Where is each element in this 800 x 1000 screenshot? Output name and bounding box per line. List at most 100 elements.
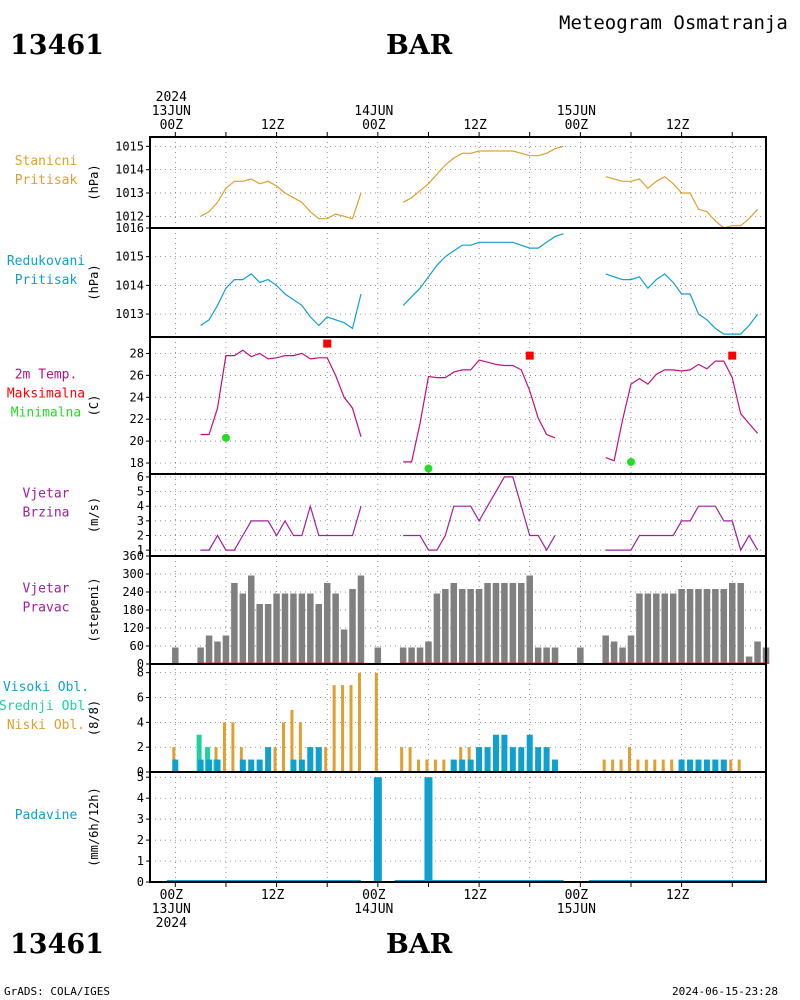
cloud-bar xyxy=(196,734,202,772)
wind-direction-bar xyxy=(315,604,323,664)
wind-direction-bar xyxy=(653,593,660,664)
panel-frame xyxy=(149,473,767,557)
time-label-bottom: 2024 xyxy=(156,916,187,931)
panel-label: 2m Temp. xyxy=(15,368,78,383)
cloud-bar xyxy=(256,759,263,772)
time-label-top: 15JUN xyxy=(557,104,596,119)
panel-label: Srednji Obl. xyxy=(0,699,93,714)
y-tick-label: 8 xyxy=(137,666,144,680)
cloud-bar xyxy=(433,759,437,772)
wind-direction-bar xyxy=(332,593,339,664)
wind-direction-bar xyxy=(239,593,247,664)
tmin-marker xyxy=(626,457,635,466)
cloud-bar xyxy=(602,759,606,772)
time-label-top: 00Z xyxy=(160,118,184,133)
y-tick-label: 1015 xyxy=(115,139,144,153)
y-tick-label: 1 xyxy=(137,543,144,557)
meteogram-title: Meteogram Osmatranja xyxy=(559,12,788,34)
wind-direction-bar xyxy=(619,647,626,664)
cloud-bar xyxy=(509,747,516,772)
wind-direction-bar xyxy=(433,593,441,664)
cloud-bar xyxy=(222,722,226,772)
cloud-bar xyxy=(231,722,235,772)
cloud-bar xyxy=(357,672,361,772)
cloud-bar xyxy=(172,759,179,772)
cloud-bar xyxy=(467,759,474,772)
wind-direction-bar xyxy=(661,593,668,664)
panel-frame xyxy=(149,771,767,883)
wind-direction-bar xyxy=(256,604,263,664)
series-line-segment-1 xyxy=(200,273,362,330)
cloud-bar xyxy=(425,759,429,772)
wind-direction-bar xyxy=(484,583,491,664)
y-tick-label: 120 xyxy=(122,621,144,635)
footer-timestamp: 2024-06-15-23:28 xyxy=(672,985,778,998)
time-label-top: 14JUN xyxy=(354,104,393,119)
y-tick-label: 1014 xyxy=(115,278,144,292)
tmax-marker xyxy=(525,351,534,360)
cloud-bar xyxy=(644,759,648,772)
cloud-bar xyxy=(729,759,733,772)
panel-precipitation: 0 1 2 3 4 5 (mm/6h/12h) Padavine xyxy=(15,770,767,889)
y-tick-label: 240 xyxy=(122,585,144,599)
wind-direction-bar xyxy=(720,589,728,664)
cloud-bar xyxy=(661,759,665,772)
y-tick-label: 1013 xyxy=(115,307,144,321)
y-tick-label: 300 xyxy=(122,567,144,581)
tmax-marker xyxy=(323,339,332,348)
cloud-bar xyxy=(687,759,694,772)
precip-bar xyxy=(424,777,433,882)
wind-direction-bar xyxy=(602,635,609,664)
time-label-top: 12Z xyxy=(463,118,487,133)
tmin-marker xyxy=(221,433,230,442)
cloud-bar xyxy=(273,747,277,772)
cloud-bar xyxy=(290,709,294,772)
series-line-segment-3 xyxy=(605,505,759,552)
y-axis-label: (C) xyxy=(87,395,101,417)
series-line-segment-1 xyxy=(200,349,362,437)
y-tick-label: 18 xyxy=(130,456,144,470)
panel-wind-direction: 0 60 120 180 240 300 360 (stepeni) Vjetar Pravac xyxy=(23,549,770,671)
cloud-bar xyxy=(248,759,255,772)
wind-direction-bar xyxy=(408,647,415,664)
cloud-bar xyxy=(265,747,272,772)
wind-direction-bar xyxy=(627,635,635,664)
y-tick-label: 180 xyxy=(122,603,144,617)
wind-direction-bar xyxy=(534,647,542,664)
y-tick-label: 2 xyxy=(137,833,144,847)
cloud-bar xyxy=(492,734,499,772)
time-label-bottom: 00Z xyxy=(565,888,589,903)
panel-label: Visoki Obl. xyxy=(3,680,89,695)
wind-direction-bar xyxy=(526,575,533,664)
wind-direction-bar xyxy=(543,647,550,664)
y-tick-label: 4 xyxy=(137,791,144,805)
wind-direction-bar xyxy=(197,647,204,664)
wind-direction-bar xyxy=(214,641,221,664)
y-tick-label: 2 xyxy=(137,529,144,543)
wind-direction-bar xyxy=(264,604,272,664)
wind-direction-bar xyxy=(475,589,483,664)
wind-direction-bar xyxy=(669,593,677,664)
wind-direction-bar xyxy=(509,583,517,664)
wind-direction-bar xyxy=(551,647,559,664)
wind-direction-bar xyxy=(745,656,753,664)
cloud-bar xyxy=(417,759,421,772)
station-id-bottom: 13461 xyxy=(10,929,104,960)
wind-direction-bar xyxy=(281,593,289,664)
wind-direction-bar xyxy=(231,583,238,664)
wind-direction-bar xyxy=(695,589,702,664)
cloud-bar xyxy=(324,747,328,772)
y-axis-label: (stepeni) xyxy=(87,577,101,642)
cloud-bar xyxy=(611,759,615,772)
y-tick-label: 1014 xyxy=(115,163,144,177)
cloud-bar xyxy=(442,759,446,772)
y-tick-label: 360 xyxy=(122,549,144,563)
time-label-top: 12Z xyxy=(261,118,285,133)
series-line-segment-1 xyxy=(200,504,362,551)
y-tick-label: 1016 xyxy=(115,221,144,235)
y-tick-label: 24 xyxy=(130,390,144,404)
wind-direction-bar xyxy=(492,583,500,664)
y-tick-label: 4 xyxy=(137,499,144,513)
cloud-bar xyxy=(332,685,336,772)
wind-direction-bar xyxy=(442,589,449,664)
